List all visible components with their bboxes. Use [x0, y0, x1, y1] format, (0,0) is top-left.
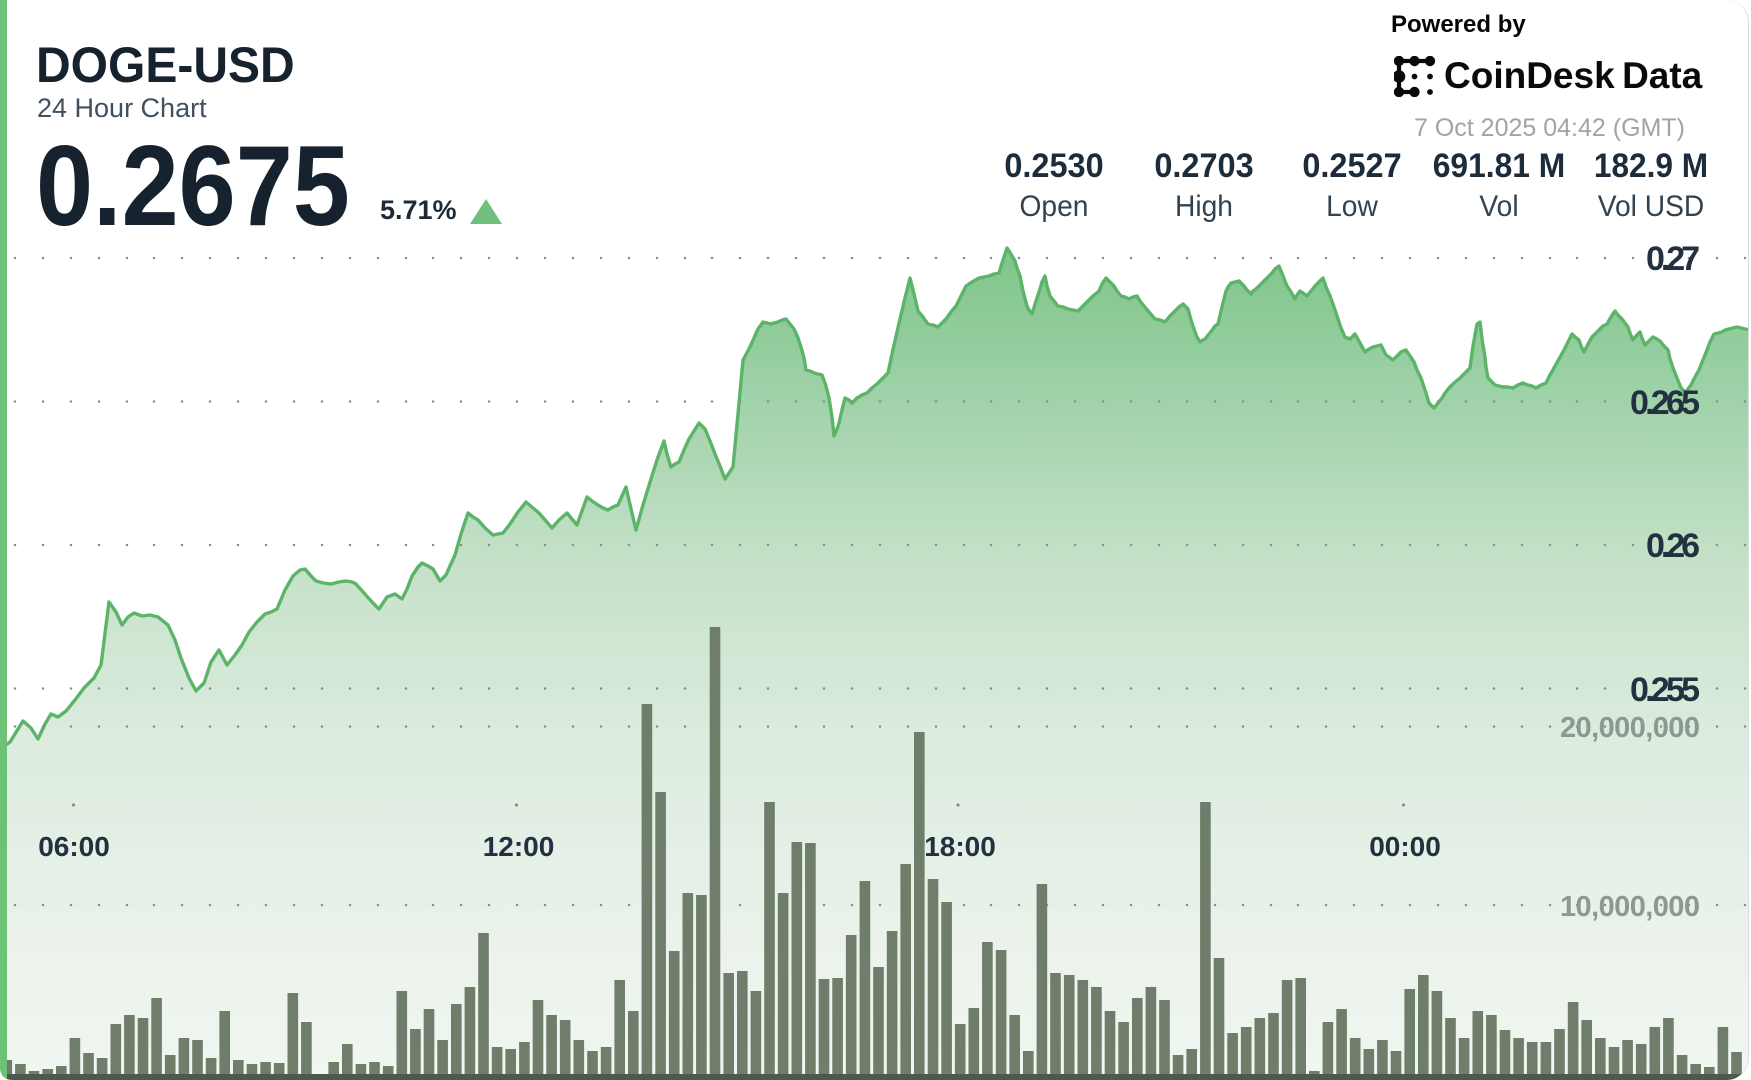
svg-text:12:00: 12:00 [483, 831, 555, 862]
svg-text:0.255: 0.255 [1630, 671, 1700, 709]
svg-text:0.265: 0.265 [1630, 384, 1700, 422]
svg-text:20,000,000: 20,000,000 [1560, 712, 1700, 744]
svg-text:00:00: 00:00 [1369, 831, 1441, 862]
svg-text:18:00: 18:00 [924, 831, 996, 862]
svg-text:10,000,000: 10,000,000 [1560, 891, 1700, 923]
svg-text:0.27: 0.27 [1646, 240, 1700, 278]
svg-text:0.26: 0.26 [1646, 527, 1700, 565]
svg-text:06:00: 06:00 [38, 831, 110, 862]
